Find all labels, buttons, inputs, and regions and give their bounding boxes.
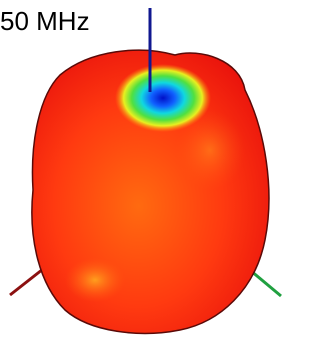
radiation-pattern-view: 50 MHz	[0, 0, 284, 338]
frequency-label: 50 MHz	[0, 6, 90, 36]
surface-highlight	[65, 258, 125, 302]
null-region	[115, 64, 211, 132]
